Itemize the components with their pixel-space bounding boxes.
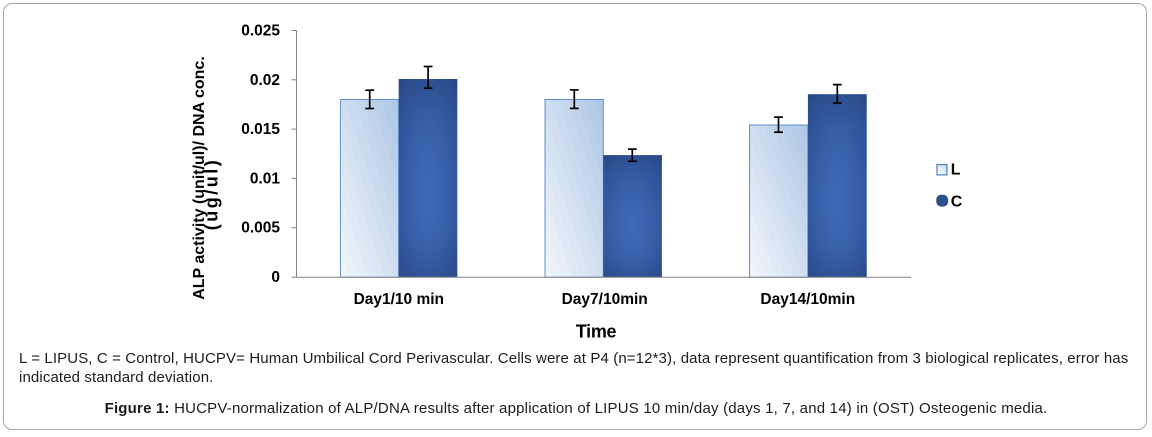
svg-text:Time: Time: [576, 322, 617, 342]
svg-text:0.01: 0.01: [250, 170, 281, 187]
svg-text:(ug/ul): (ug/ul): [202, 158, 222, 230]
svg-text:0: 0: [271, 269, 280, 286]
svg-text:0.015: 0.015: [241, 121, 280, 138]
svg-text:ALP activity (unit/ul)/ DNA co: ALP activity (unit/ul)/ DNA conc.: [191, 56, 208, 300]
svg-text:C: C: [951, 193, 963, 210]
svg-text:0.005: 0.005: [241, 220, 280, 237]
svg-text:0.02: 0.02: [250, 72, 280, 89]
svg-text:Day7/10min: Day7/10min: [562, 291, 648, 308]
svg-text:L: L: [951, 162, 961, 179]
svg-text:0.025: 0.025: [241, 23, 280, 40]
svg-text:Day1/10 min: Day1/10 min: [354, 291, 444, 308]
svg-text:Day14/10min: Day14/10min: [760, 291, 855, 308]
